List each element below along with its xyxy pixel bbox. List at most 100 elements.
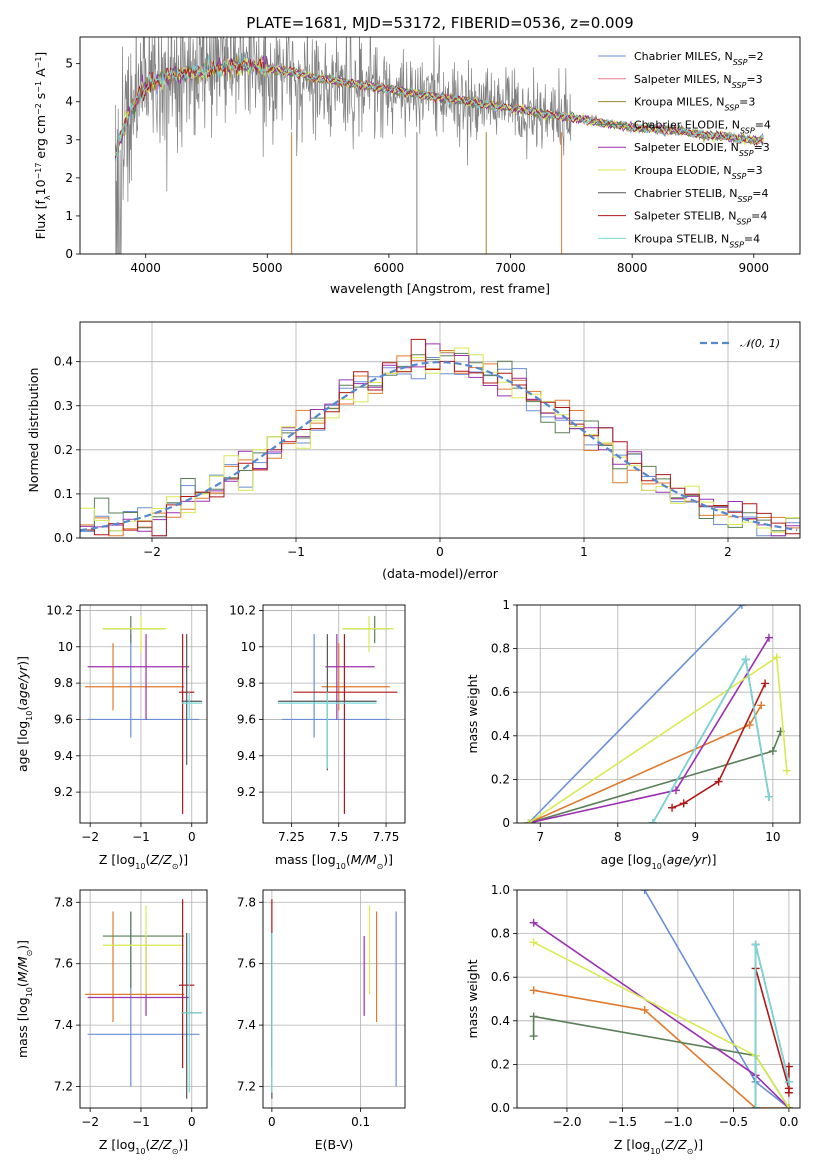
- legend-label: Kroupa MILES, NSSP=3: [634, 96, 755, 113]
- y-tick-label: 0.4: [491, 729, 510, 743]
- y-tick-label: 7.8: [237, 895, 256, 909]
- weight-marker: [751, 1104, 760, 1108]
- legend-label: Chabrier MILES, NSSP=2: [634, 50, 764, 67]
- y-tick-label: 7.2: [237, 1080, 256, 1094]
- x-axis-label: wavelength [Angstrom, rest frame]: [330, 281, 550, 296]
- y-tick-label: 0: [502, 816, 510, 830]
- weight-marker: [648, 819, 657, 823]
- x-tick-label: 0: [188, 1115, 196, 1129]
- x-axis-label: Z [log10(Z/Z⊙)]: [614, 1137, 703, 1156]
- x-tick-label: −1: [287, 545, 305, 559]
- y-tick-label: 10: [241, 640, 256, 654]
- age_vs_Z-axes: −2 −1 0 9.2 9.4 9.6 9.8 10 10.2: [46, 603, 207, 844]
- y-axis-label: mass weight: [465, 959, 480, 1038]
- x-tick-label: 7.5: [329, 830, 348, 844]
- weight-marker: [768, 747, 777, 756]
- weight-line: [754, 968, 790, 1093]
- axes-frame: [516, 604, 801, 824]
- weight-marker: [784, 1062, 793, 1071]
- y-tick-label: 9.4: [237, 749, 256, 763]
- legend: Chabrier MILES, NSSP=2 Salpeter MILES, NS…: [598, 50, 771, 249]
- age_vs_mass-plot: [278, 615, 398, 814]
- model-spectrum: [114, 56, 764, 154]
- x-tick-label: 8000: [617, 261, 648, 275]
- x-axis-label: E(B-V): [315, 1137, 354, 1152]
- y-tick-label: 7.4: [54, 1018, 73, 1032]
- x-axis-label: mass [log10(M/M⊙)]: [275, 852, 393, 871]
- mass_vs_Z-axes: −2 −1 0 7.2 7.4 7.6 7.8: [54, 890, 207, 1129]
- x-tick-label: −1: [132, 830, 150, 844]
- y-tick-label: 7.6: [54, 957, 73, 971]
- histogram-series: [80, 338, 800, 538]
- weight-marker: [640, 890, 649, 894]
- weight-marker: [529, 1032, 538, 1041]
- y-tick-label: 0.4: [491, 1014, 510, 1028]
- weight-line: [528, 605, 743, 823]
- y-tick-label: 0.6: [491, 685, 510, 699]
- weight-marker: [782, 766, 791, 775]
- legend-label: Kroupa ELODIE, NSSP=3: [634, 164, 763, 181]
- x-tick-label: 9: [692, 830, 700, 844]
- y-tick-label: 10.2: [46, 603, 73, 617]
- x-axis-label: (data-model)/error: [382, 566, 499, 581]
- weight-marker: [784, 1104, 793, 1108]
- weight-marker: [784, 1088, 793, 1097]
- weight-marker: [640, 1005, 649, 1014]
- model-spectrum: [114, 56, 764, 156]
- weight-marker: [671, 786, 680, 795]
- y-tick-label: 0: [65, 247, 73, 261]
- weight-line: [533, 989, 789, 1108]
- x-tick-label: −2: [81, 830, 99, 844]
- y-tick-label: 0.8: [491, 927, 510, 941]
- x-tick-label: −1: [132, 1115, 150, 1129]
- y-axis-label: mass weight: [465, 674, 480, 753]
- y-tick-label: 4: [65, 95, 73, 109]
- x-tick-label: −2.0: [552, 1115, 581, 1129]
- weight-marker: [529, 1012, 538, 1021]
- x-tick-label: 8: [614, 830, 622, 844]
- x-tick-label: −1.0: [663, 1115, 692, 1129]
- y-tick-label: 9.6: [237, 712, 256, 726]
- y-tick-label: 7.2: [54, 1080, 73, 1094]
- weight-line: [533, 922, 790, 1108]
- legend-label: Salpeter MILES, NSSP=3: [634, 73, 763, 90]
- axes-frame: [262, 889, 406, 1109]
- x-tick-label: 0: [188, 830, 196, 844]
- weight-line: [528, 655, 788, 823]
- y-axis-label: Flux [fλ10−17 erg cm−2 s−1 A−1]: [33, 52, 52, 240]
- axes-frame: [79, 36, 801, 255]
- x-axis-label: Z [log10(Z/Z⊙)]: [99, 1137, 188, 1156]
- histogram-plot: [80, 338, 800, 538]
- y-tick-label: 3: [65, 133, 73, 147]
- y-tick-label: 0.8: [491, 642, 510, 656]
- weight-marker: [751, 940, 760, 949]
- spectrum-plot: [114, 37, 764, 254]
- y-tick-label: 9.8: [237, 676, 256, 690]
- x-axis-label: age [log10(age/yr)]: [600, 852, 716, 871]
- weight-marker: [529, 918, 538, 927]
- weight-marker: [784, 1077, 793, 1086]
- weight-marker: [757, 701, 766, 710]
- legend-label: Salpeter STELIB, NSSP=4: [634, 210, 767, 227]
- x-tick-label: 7.25: [278, 830, 305, 844]
- y-tick-label: 9.2: [237, 785, 256, 799]
- y-tick-label: 9.6: [54, 712, 73, 726]
- x-tick-label: 7: [536, 830, 544, 844]
- y-tick-label: 10.2: [229, 603, 256, 617]
- y-tick-label: 1.0: [491, 883, 510, 897]
- legend-label: Salpeter ELODIE, NSSP=3: [634, 141, 770, 158]
- weight-marker: [524, 819, 533, 823]
- y-tick-label: 0.2: [54, 443, 73, 457]
- model-spectrum: [114, 53, 764, 158]
- weight_vs_age-plot: [524, 605, 791, 823]
- mass_vs_Z-plot: [85, 899, 202, 1099]
- mass_vs_ebv-plot: [271, 899, 397, 1099]
- x-tick-label: 9000: [739, 261, 770, 275]
- weight-marker: [679, 799, 688, 808]
- x-tick-label: 1: [580, 545, 588, 559]
- weight-marker: [529, 986, 538, 995]
- weight-marker: [772, 653, 781, 662]
- legend-label: 𝒩(0, 1): [740, 337, 780, 350]
- weight-marker: [745, 720, 754, 729]
- weight-line: [671, 683, 766, 809]
